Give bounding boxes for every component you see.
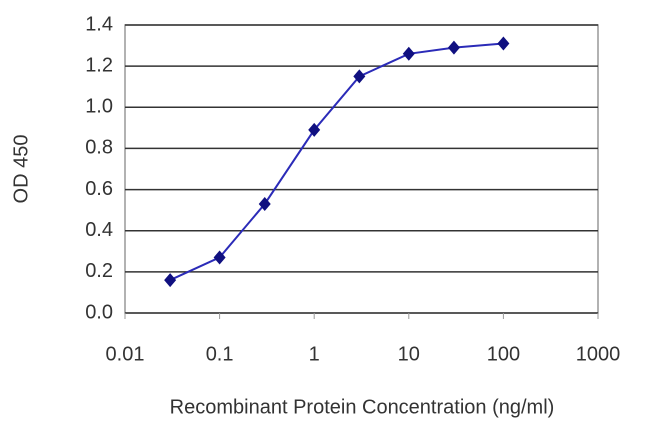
y-tick-label: 0.4 (85, 219, 113, 241)
data-point (258, 196, 271, 211)
x-tick-label: 100 (487, 343, 520, 365)
data-point (164, 273, 177, 288)
data-point (353, 69, 366, 84)
y-tick-label: 0.0 (85, 301, 113, 323)
data-point (497, 36, 510, 51)
plot-area (124, 24, 599, 314)
data-point (308, 122, 321, 137)
y-tick-label: 1.0 (85, 96, 113, 118)
x-tick-label: 0.1 (206, 343, 234, 365)
x-axis-label: Recombinant Protein Concentration (ng/ml… (170, 396, 555, 418)
x-tick-label: 1000 (576, 343, 621, 365)
y-tick-label: 1.2 (85, 54, 113, 76)
data-point (213, 250, 226, 265)
y-tick-label: 0.2 (85, 260, 113, 282)
y-tick-label: 0.6 (85, 178, 113, 200)
x-tick-label: 0.01 (106, 343, 145, 365)
y-tick-label: 1.4 (85, 13, 113, 35)
x-tick-label: 1 (309, 343, 320, 365)
data-point (402, 46, 415, 61)
data-point (447, 40, 460, 55)
y-tick-label: 0.8 (85, 137, 113, 159)
x-tick-label: 10 (398, 343, 420, 365)
series-line (169, 42, 504, 281)
y-axis-label: OD 450 (10, 135, 32, 204)
